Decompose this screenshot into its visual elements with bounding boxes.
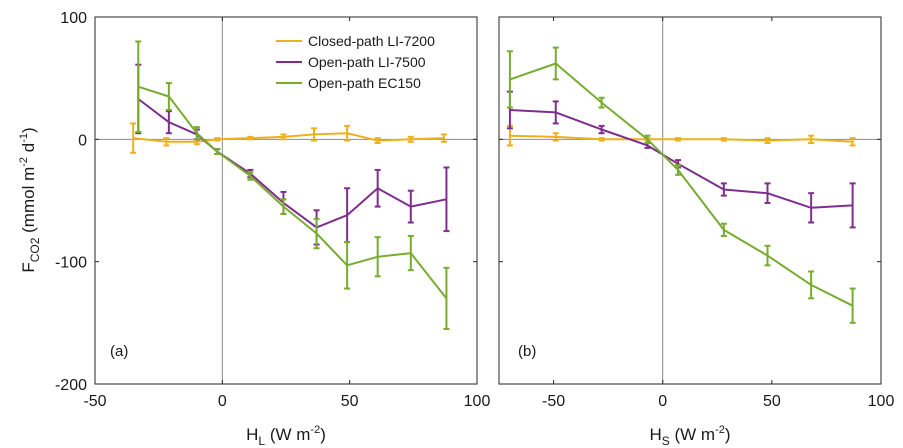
x-tick-label: -50 [83,393,106,410]
error-bar-open-path-li-7500 [598,124,605,135]
x-tick-label: 100 [868,393,895,410]
error-bar-open-path-ec150 [506,50,513,109]
panel-b: -50 0 50 100 (b) HS (W m-2) [498,16,895,448]
panel-b-x-axis-label: HS (W m-2) [649,424,730,448]
error-bar-closed-path-li-7200 [849,137,856,147]
error-bar-open-path-ec150 [674,164,681,176]
x-tick-label: 100 [464,393,491,410]
error-bar-open-path-ec150 [720,222,727,237]
y-axis-label-exponent-1: -2 [18,157,30,167]
error-bar-closed-path-li-7200 [344,124,351,142]
error-bar-closed-path-li-7200 [598,137,605,142]
x-tick-label: 50 [763,393,781,410]
y-tick-label: 0 [78,132,87,149]
error-bar-open-path-li-7500 [720,182,727,197]
panel-a-plot [95,17,477,384]
x-tick-label: 0 [658,393,667,410]
error-bar-open-path-li-7500 [407,189,414,224]
x-tick-label: 0 [218,393,227,410]
y-tick-label: -200 [55,377,87,394]
y-tick-label: -100 [55,255,87,272]
panel-a: -50 0 50 100 -200 -100 0 100 Closed-path LI-720… [55,10,490,448]
error-bar-closed-path-li-7200 [311,127,318,142]
error-bar-open-path-li-7500 [808,192,815,224]
panel-b-label: (b) [518,343,536,360]
error-bar-closed-path-li-7200 [280,133,287,141]
legend: Closed-path LI-7200 Open-path LI-7500 Open… [276,33,435,91]
panel-a-frame [94,16,478,385]
legend-entry: Open-path LI-7500 [308,54,426,70]
panel-b-plot [499,17,881,384]
error-bar-closed-path-li-7200 [163,137,170,147]
error-bar-open-path-ec150 [849,287,856,324]
error-bar-open-path-ec150 [552,46,559,81]
error-bar-closed-path-li-7200 [130,122,137,154]
error-bar-open-path-ec150 [280,198,287,215]
panel-a-label: (a) [110,343,128,360]
error-bar-open-path-li-7500 [374,168,381,208]
legend-entry: Open-path EC150 [308,75,421,91]
y-axis-label-exponent-2: -1 [18,133,30,143]
error-bar-open-path-ec150 [407,234,414,272]
error-bar-open-path-ec150 [135,40,142,133]
error-bar-closed-path-li-7200 [214,137,221,142]
error-bar-open-path-ec150 [313,217,320,250]
error-bar-closed-path-li-7200 [552,132,559,142]
error-bar-open-path-ec150 [344,241,351,290]
error-bar-open-path-ec150 [214,148,221,156]
error-bar-open-path-li-7500 [165,110,172,135]
error-bar-open-path-li-7500 [443,166,450,233]
error-bar-open-path-ec150 [193,126,200,141]
panel-b-frame [498,16,882,385]
error-bar-closed-path-li-7200 [247,135,254,141]
error-bar-open-path-ec150 [247,171,254,181]
error-bar-closed-path-li-7200 [808,134,815,145]
error-bar-closed-path-li-7200 [764,137,771,145]
error-bar-open-path-li-7500 [552,100,559,125]
error-bar-open-path-ec150 [644,134,651,145]
error-bar-open-path-ec150 [598,96,605,109]
y-tick-label: 100 [60,10,87,27]
legend-entry: Closed-path LI-7200 [308,33,435,49]
error-bar-open-path-ec150 [374,236,381,278]
y-axis-label: FCO2 (mmol m-2 d-1) [18,127,42,272]
panel-a-x-axis-label: HL (W m-2) [246,424,326,448]
error-bar-open-path-ec150 [764,244,771,267]
error-bar-open-path-ec150 [808,270,815,300]
error-bar-closed-path-li-7200 [374,137,381,145]
error-bar-closed-path-li-7200 [407,135,414,143]
error-bar-open-path-li-7500 [849,182,856,229]
error-bar-closed-path-li-7200 [440,133,447,143]
panel-a-ticks: -50 0 50 100 -200 -100 0 100 [55,10,490,410]
error-bar-closed-path-li-7200 [720,137,727,142]
panel-b-ticks: -50 0 50 100 [499,16,895,410]
error-bar-open-path-ec150 [165,82,172,111]
x-tick-label: 50 [341,393,359,410]
y-axis-label-subscript: CO2 [28,237,42,262]
error-bar-open-path-li-7500 [764,182,771,204]
error-bar-open-path-ec150 [443,266,450,330]
x-tick-label: -50 [542,393,565,410]
error-bar-closed-path-li-7200 [674,137,681,142]
